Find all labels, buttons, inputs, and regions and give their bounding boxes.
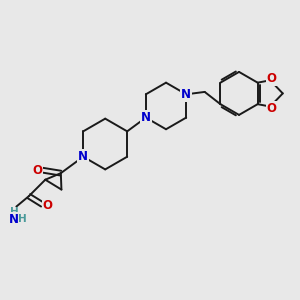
Text: N: N: [78, 150, 88, 163]
Text: H: H: [18, 214, 27, 224]
Text: N: N: [9, 213, 19, 226]
Text: N: N: [141, 111, 151, 124]
Text: O: O: [43, 200, 53, 212]
Text: O: O: [267, 72, 277, 85]
Text: O: O: [32, 164, 42, 177]
Text: N: N: [181, 88, 191, 101]
Text: O: O: [267, 102, 277, 115]
Text: H: H: [11, 207, 19, 217]
